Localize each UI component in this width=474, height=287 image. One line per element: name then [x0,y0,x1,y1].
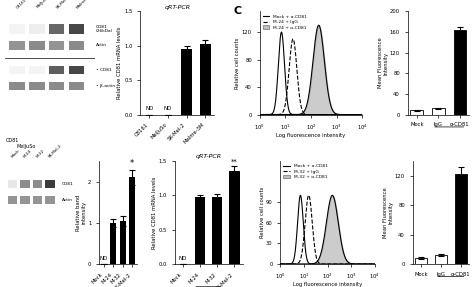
Text: *: * [130,159,135,168]
Text: Malme-3M: Malme-3M [75,0,93,9]
Y-axis label: Relative cell counts: Relative cell counts [236,37,240,89]
Text: ND: ND [179,256,187,261]
Y-axis label: Relative band
intensity: Relative band intensity [76,194,87,231]
Bar [129,177,135,264]
Bar [110,223,116,264]
Text: ND: ND [100,256,108,261]
FancyBboxPatch shape [8,196,17,204]
Bar [120,221,126,264]
FancyBboxPatch shape [69,24,84,34]
FancyBboxPatch shape [20,179,30,188]
Text: MelJuSo: MelJuSo [16,144,36,149]
Text: C: C [234,6,242,16]
Text: CD81: CD81 [5,138,19,144]
Text: MelJuSo: MelJuSo [36,0,50,9]
Y-axis label: Relative cell counts: Relative cell counts [260,187,264,238]
Bar [181,49,192,115]
Bar [195,197,205,264]
Text: SK-Mel-2: SK-Mel-2 [55,0,71,9]
Y-axis label: Relative CD81 mRNA levels: Relative CD81 mRNA levels [117,27,122,99]
Y-axis label: Relative CD81 mRNA levels: Relative CD81 mRNA levels [152,176,157,249]
FancyBboxPatch shape [49,66,64,74]
FancyBboxPatch shape [33,179,42,188]
Text: CD81: CD81 [62,182,74,186]
Bar [415,258,427,264]
FancyBboxPatch shape [9,24,25,34]
FancyBboxPatch shape [69,82,84,90]
Title: qRT-PCR: qRT-PCR [164,5,191,10]
FancyBboxPatch shape [45,196,55,204]
FancyBboxPatch shape [9,82,25,90]
FancyBboxPatch shape [69,66,84,74]
Text: Mock: Mock [10,149,21,159]
Text: • β-actin: • β-actin [96,84,115,88]
FancyBboxPatch shape [29,24,45,34]
FancyBboxPatch shape [9,66,25,74]
FancyBboxPatch shape [20,196,30,204]
Legend: Mock + α-CD81, M-32 + IgG, M-32 + α-CD81: Mock + α-CD81, M-32 + IgG, M-32 + α-CD81 [283,163,328,180]
FancyBboxPatch shape [9,41,25,50]
Text: • CD81: • CD81 [96,68,112,72]
Text: M-32: M-32 [36,149,46,159]
FancyBboxPatch shape [33,196,42,204]
Text: Actin: Actin [96,44,107,47]
Text: ND: ND [145,106,154,111]
Text: M-24: M-24 [23,149,33,159]
Bar [229,171,239,264]
FancyBboxPatch shape [45,179,55,188]
Text: SK-Mel-2: SK-Mel-2 [48,144,63,159]
Bar [435,255,447,264]
X-axis label: Log fluorescence intensity: Log fluorescence intensity [276,133,346,138]
Text: ND: ND [164,106,172,111]
Bar [200,44,211,115]
Legend: Mock + α-CD81, M-24 + IgG, M-24 + α-CD81: Mock + α-CD81, M-24 + IgG, M-24 + α-CD81 [262,14,308,30]
FancyBboxPatch shape [49,24,64,34]
Bar [410,110,423,115]
FancyBboxPatch shape [49,82,64,90]
Title: qRT-PCR: qRT-PCR [196,154,222,159]
Bar [432,108,445,115]
Text: Actin: Actin [62,198,73,202]
FancyBboxPatch shape [69,41,84,50]
FancyBboxPatch shape [29,41,45,50]
FancyBboxPatch shape [29,66,45,74]
Y-axis label: Mean Fluorescence
Intensity: Mean Fluorescence Intensity [378,38,389,88]
FancyBboxPatch shape [29,82,45,90]
Text: CD81
(26kDa): CD81 (26kDa) [96,25,113,33]
Text: C8161: C8161 [16,0,27,9]
Bar [455,174,467,264]
X-axis label: Log fluorescence intensity: Log fluorescence intensity [293,282,362,287]
Text: **: ** [231,158,238,164]
FancyBboxPatch shape [8,179,17,188]
Y-axis label: Mean Fluorescence
Intensity: Mean Fluorescence Intensity [383,187,393,238]
Bar [454,30,466,115]
FancyBboxPatch shape [49,41,64,50]
Bar [212,197,222,264]
